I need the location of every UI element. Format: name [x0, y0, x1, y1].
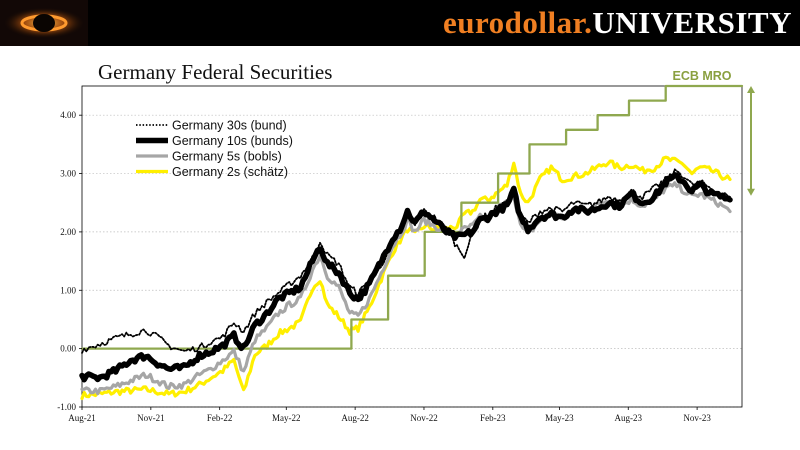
legend: Germany 30s (bund)Germany 10s (bunds) Ger…	[136, 119, 293, 179]
x-axis: Aug-21 Nov-21 Feb-22 May-22 Aug-22 Nov-22 Feb-…	[68, 407, 711, 423]
y-tick-label: 2.00	[60, 227, 76, 237]
annotation-group: ECB MRO	[672, 69, 755, 196]
spread-arrow-head-up	[747, 86, 755, 93]
page-title: Germany Federal Securities	[98, 60, 333, 84]
header-banner: eurodollar.UNIVERSITY	[0, 0, 800, 46]
y-tick-label: 0.00	[60, 344, 76, 354]
x-tick-label: Feb-22	[207, 413, 233, 423]
plot-frame	[81, 85, 743, 408]
x-tick-label: Aug-23	[615, 413, 643, 423]
legend-label: Germany 30s (bund)	[172, 119, 287, 133]
series-group	[79, 84, 744, 401]
series-line-germany-30s-bund	[81, 168, 731, 354]
y-axis: 4.00 3.00 2.00 1.00 0.00 -1.00	[57, 110, 82, 412]
x-tick-label: Feb-23	[480, 413, 506, 423]
y-tick-label: 4.00	[60, 110, 76, 120]
x-tick-label: Nov-23	[683, 413, 711, 423]
legend-label: Germany 10s (bunds)	[172, 134, 293, 148]
x-tick-label: May-22	[272, 413, 301, 423]
spread-arrow-head-down	[747, 188, 755, 196]
legend-label: Germany 5s (bobls)	[172, 150, 282, 164]
x-tick-label: Aug-21	[68, 413, 96, 423]
x-tick-label: Aug-22	[341, 413, 369, 423]
y-tick-label: 3.00	[60, 169, 76, 179]
brand-part-two: UNIVERSITY	[592, 5, 792, 40]
legend-label: Germany 2s (schätz)	[172, 165, 288, 179]
y-tick-label: 1.00	[60, 285, 76, 295]
orange-ring-logo-icon	[0, 0, 88, 46]
y-tick-label: -1.00	[57, 402, 76, 412]
x-tick-label: May-23	[545, 413, 574, 423]
brand-wordmark: eurodollar.UNIVERSITY	[443, 3, 792, 43]
brand-part-one: eurodollar.	[442, 5, 593, 40]
x-tick-label: Nov-21	[137, 413, 165, 423]
x-tick-label: Nov-22	[410, 413, 438, 423]
series-line-ecb-mro	[80, 84, 744, 350]
ecb-mro-label: ECB MRO	[672, 69, 731, 83]
